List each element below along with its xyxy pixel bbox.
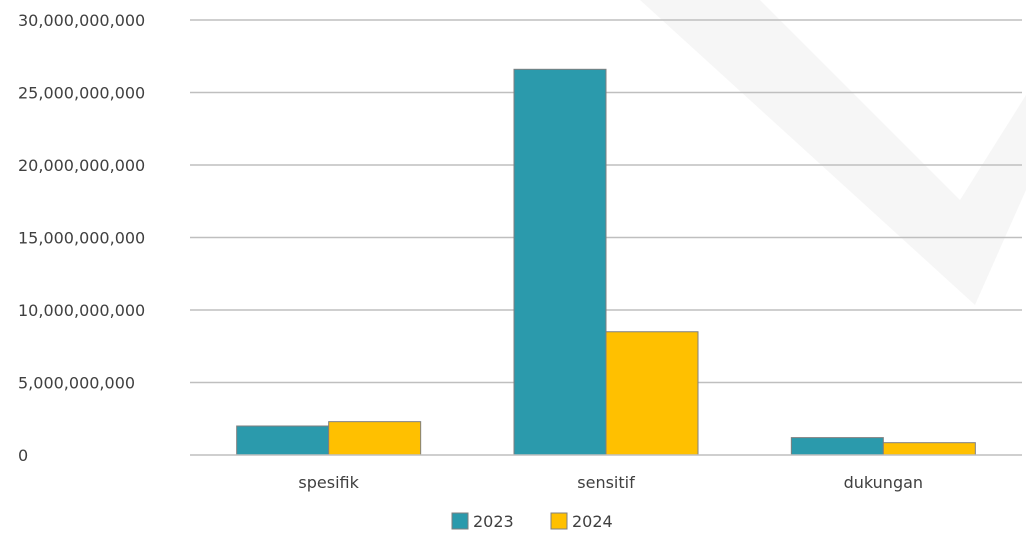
y-tick-label: 5,000,000,000 (18, 374, 135, 393)
y-tick-label: 20,000,000,000 (18, 156, 145, 175)
bars (236, 68, 976, 456)
y-tick-label: 25,000,000,000 (18, 84, 145, 103)
bar-spesifik-2024 (328, 421, 422, 456)
y-tick-label: 0 (18, 446, 28, 465)
bar-sensitif-2024 (605, 331, 699, 456)
legend-label: 2024 (572, 512, 613, 531)
x-axis-category-labels: spesifik sensitif dukungan (298, 473, 923, 492)
x-category-label: spesifik (298, 473, 359, 492)
y-tick-label: 30,000,000,000 (18, 11, 145, 30)
watermark-check-shape (640, 0, 1026, 305)
legend-swatch-2024 (550, 512, 568, 530)
bar-sensitif-2023 (513, 68, 607, 456)
legend-label: 2023 (473, 512, 514, 531)
y-axis-tick-labels: 0 5,000,000,000 10,000,000,000 15,000,000,0… (18, 11, 145, 465)
x-category-label: dukungan (844, 473, 923, 492)
legend: 2023 2024 (451, 512, 613, 531)
bar-dukungan-2023 (790, 437, 884, 456)
bar-dukungan-2024 (882, 442, 976, 456)
legend-swatch-2023 (451, 512, 469, 530)
bar-spesifik-2023 (236, 425, 330, 456)
y-tick-label: 15,000,000,000 (18, 229, 145, 248)
x-category-label: sensitif (577, 473, 635, 492)
y-tick-label: 10,000,000,000 (18, 301, 145, 320)
